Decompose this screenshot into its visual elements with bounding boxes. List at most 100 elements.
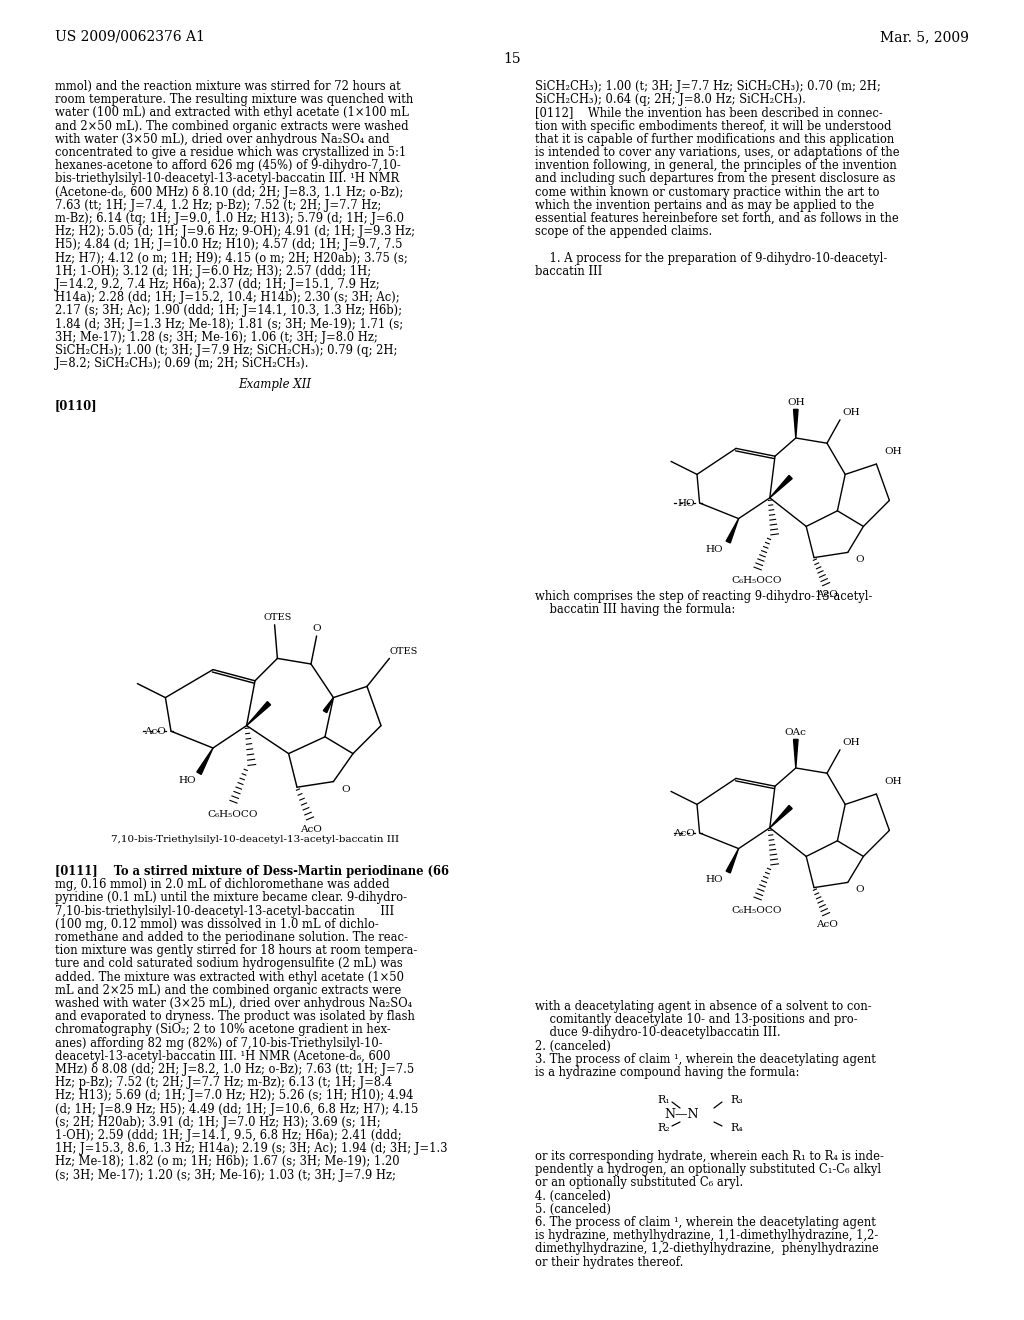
Text: HO: HO (705, 545, 723, 554)
Text: N—N: N—N (665, 1107, 699, 1121)
Text: (s; 3H; Me-17); 1.20 (s; 3H; Me-16); 1.03 (t; 3H; J=7.9 Hz;: (s; 3H; Me-17); 1.20 (s; 3H; Me-16); 1.0… (55, 1168, 396, 1181)
Text: 4. (canceled): 4. (canceled) (535, 1189, 611, 1203)
Text: baccatin III having the formula:: baccatin III having the formula: (535, 603, 735, 616)
Text: chromatography (SiO₂; 2 to 10% acetone gradient in hex-: chromatography (SiO₂; 2 to 10% acetone g… (55, 1023, 391, 1036)
Text: or an optionally substituted C₆ aryl.: or an optionally substituted C₆ aryl. (535, 1176, 743, 1189)
Text: 15: 15 (503, 51, 521, 66)
Text: washed with water (3×25 mL), dried over anhydrous Na₂SO₄: washed with water (3×25 mL), dried over … (55, 997, 412, 1010)
Text: O: O (856, 556, 864, 565)
Text: Hz; H2); 5.05 (d; 1H; J=9.6 Hz; 9-OH); 4.91 (d; 1H; J=9.3 Hz;: Hz; H2); 5.05 (d; 1H; J=9.6 Hz; 9-OH); 4… (55, 226, 415, 238)
Text: C₆H₅OCO: C₆H₅OCO (731, 576, 782, 585)
Text: MHz) δ 8.08 (dd; 2H; J=8.2, 1.0 Hz; o-Bz); 7.63 (tt; 1H; J=7.5: MHz) δ 8.08 (dd; 2H; J=8.2, 1.0 Hz; o-Bz… (55, 1063, 415, 1076)
Polygon shape (794, 409, 798, 438)
Polygon shape (726, 849, 738, 873)
Text: Hz; p-Bz); 7.52 (t; 2H; J=7.7 Hz; m-Bz); 6.13 (t; 1H; J=8.4: Hz; p-Bz); 7.52 (t; 2H; J=7.7 Hz; m-Bz);… (55, 1076, 392, 1089)
Text: pyridine (0.1 mL) until the mixture became clear. 9-dihydro-: pyridine (0.1 mL) until the mixture beca… (55, 891, 407, 904)
Text: 3H; Me-17); 1.28 (s; 3H; Me-16); 1.06 (t; 3H; J=8.0 Hz;: 3H; Me-17); 1.28 (s; 3H; Me-16); 1.06 (t… (55, 331, 378, 343)
Text: AcO: AcO (816, 920, 838, 929)
Text: (100 mg, 0.12 mmol) was dissolved in 1.0 mL of dichlo-: (100 mg, 0.12 mmol) was dissolved in 1.0… (55, 917, 379, 931)
Text: J=8.2; SiCH₂CH₃); 0.69 (m; 2H; SiCH₂CH₃).: J=8.2; SiCH₂CH₃); 0.69 (m; 2H; SiCH₂CH₃)… (55, 358, 309, 370)
Text: OH: OH (885, 447, 902, 455)
Text: is hydrazine, methylhydrazine, 1,1-dimethylhydrazine, 1,2-: is hydrazine, methylhydrazine, 1,1-dimet… (535, 1229, 879, 1242)
Text: J=14.2, 9.2, 7.4 Hz; H6a); 2.37 (dd; 1H; J=15.1, 7.9 Hz;: J=14.2, 9.2, 7.4 Hz; H6a); 2.37 (dd; 1H;… (55, 279, 381, 290)
Text: SiCH₂CH₃); 1.00 (t; 3H; J=7.7 Hz; SiCH₂CH₃); 0.70 (m; 2H;: SiCH₂CH₃); 1.00 (t; 3H; J=7.7 Hz; SiCH₂C… (535, 81, 881, 92)
Text: which the invention pertains and as may be applied to the: which the invention pertains and as may … (535, 199, 874, 211)
Text: ture and cold saturated sodium hydrogensulfite (2 mL) was: ture and cold saturated sodium hydrogens… (55, 957, 402, 970)
Text: R₃: R₃ (730, 1096, 742, 1105)
Polygon shape (324, 697, 334, 713)
Text: and 2×50 mL). The combined organic extracts were washed: and 2×50 mL). The combined organic extra… (55, 120, 409, 132)
Text: HO: HO (705, 875, 723, 884)
Text: OH: OH (787, 397, 805, 407)
Text: bis-triethylsilyl-10-deacetyl-13-acetyl-baccatin III. ¹H NMR: bis-triethylsilyl-10-deacetyl-13-acetyl-… (55, 173, 399, 185)
Text: comitantly deacetylate 10- and 13-positions and pro-: comitantly deacetylate 10- and 13-positi… (535, 1014, 858, 1026)
Text: OH: OH (843, 408, 860, 417)
Text: 1.84 (d; 3H; J=1.3 Hz; Me-18); 1.81 (s; 3H; Me-19); 1.71 (s;: 1.84 (d; 3H; J=1.3 Hz; Me-18); 1.81 (s; … (55, 318, 403, 330)
Text: essential features hereinbefore set forth, and as follows in the: essential features hereinbefore set fort… (535, 213, 899, 224)
Text: tion with specific embodiments thereof, it will be understood: tion with specific embodiments thereof, … (535, 120, 892, 132)
Text: Mar. 5, 2009: Mar. 5, 2009 (880, 30, 969, 44)
Text: OTES: OTES (389, 647, 418, 656)
Text: H14a); 2.28 (dd; 1H; J=15.2, 10.4; H14b); 2.30 (s; 3H; Ac);: H14a); 2.28 (dd; 1H; J=15.2, 10.4; H14b)… (55, 292, 399, 304)
Text: Example XII: Example XII (239, 379, 311, 392)
Text: AcO: AcO (673, 829, 694, 837)
Text: concentrated to give a residue which was crystallized in 5:1: concentrated to give a residue which was… (55, 147, 407, 158)
Text: O: O (312, 624, 321, 634)
Text: or its corresponding hydrate, wherein each R₁ to R₄ is inde-: or its corresponding hydrate, wherein ea… (535, 1150, 884, 1163)
Text: HO: HO (677, 499, 694, 507)
Text: [0110]: [0110] (55, 400, 97, 413)
Text: added. The mixture was extracted with ethyl acetate (1×50: added. The mixture was extracted with et… (55, 970, 404, 983)
Text: mL and 2×25 mL) and the combined organic extracts were: mL and 2×25 mL) and the combined organic… (55, 983, 401, 997)
Text: or their hydrates thereof.: or their hydrates thereof. (535, 1255, 683, 1269)
Text: baccatin III: baccatin III (535, 265, 602, 277)
Text: 7,10-bis-triethylsilyl-10-deacetyl-13-acetyl-baccatin       III: 7,10-bis-triethylsilyl-10-deacetyl-13-ac… (55, 904, 394, 917)
Text: C₆H₅OCO: C₆H₅OCO (731, 906, 782, 915)
Text: with a deacetylating agent in absence of a solvent to con-: with a deacetylating agent in absence of… (535, 1001, 871, 1012)
Text: is intended to cover any variations, uses, or adaptations of the: is intended to cover any variations, use… (535, 147, 900, 158)
Text: AcO: AcO (816, 590, 838, 599)
Text: US 2009/0062376 A1: US 2009/0062376 A1 (55, 30, 205, 44)
Text: and evaporated to dryness. The product was isolated by flash: and evaporated to dryness. The product w… (55, 1010, 415, 1023)
Text: 7,10-bis-Triethylsilyl-10-deacetyl-13-acetyl-baccatin III: 7,10-bis-Triethylsilyl-10-deacetyl-13-ac… (111, 836, 399, 843)
Polygon shape (770, 805, 793, 828)
Text: and including such departures from the present disclosure as: and including such departures from the p… (535, 173, 896, 185)
Text: HO: HO (178, 776, 196, 785)
Text: 1H; J=15.3, 8.6, 1.3 Hz; H14a); 2.19 (s; 3H; Ac); 1.94 (d; 3H; J=1.3: 1H; J=15.3, 8.6, 1.3 Hz; H14a); 2.19 (s;… (55, 1142, 447, 1155)
Text: is a hydrazine compound having the formula:: is a hydrazine compound having the formu… (535, 1067, 800, 1078)
Text: SiCH₂CH₃); 1.00 (t; 3H; J=7.9 Hz; SiCH₂CH₃); 0.79 (q; 2H;: SiCH₂CH₃); 1.00 (t; 3H; J=7.9 Hz; SiCH₂C… (55, 345, 397, 356)
Text: OH: OH (843, 738, 860, 747)
Polygon shape (197, 748, 213, 775)
Text: room temperature. The resulting mixture was quenched with: room temperature. The resulting mixture … (55, 94, 414, 106)
Text: anes) affording 82 mg (82%) of 7,10-bis-Triethylsilyl-10-: anes) affording 82 mg (82%) of 7,10-bis-… (55, 1036, 383, 1049)
Text: (Acetone-d₆, 600 MHz) δ 8.10 (dd; 2H; J=8.3, 1.1 Hz; o-Bz);: (Acetone-d₆, 600 MHz) δ 8.10 (dd; 2H; J=… (55, 186, 403, 198)
Text: 2. (canceled): 2. (canceled) (535, 1040, 611, 1052)
Text: OTES: OTES (263, 612, 292, 622)
Text: 3. The process of claim ¹, wherein the deacetylating agent: 3. The process of claim ¹, wherein the d… (535, 1053, 876, 1065)
Text: (s; 2H; H20ab); 3.91 (d; 1H; J=7.0 Hz; H3); 3.69 (s; 1H;: (s; 2H; H20ab); 3.91 (d; 1H; J=7.0 Hz; H… (55, 1115, 381, 1129)
Text: 1H; 1-OH); 3.12 (d; 1H; J=6.0 Hz; H3); 2.57 (ddd; 1H;: 1H; 1-OH); 3.12 (d; 1H; J=6.0 Hz; H3); 2… (55, 265, 371, 277)
Text: H5); 4.84 (d; 1H; J=10.0 Hz; H10); 4.57 (dd; 1H; J=9.7, 7.5: H5); 4.84 (d; 1H; J=10.0 Hz; H10); 4.57 … (55, 239, 402, 251)
Text: C₆H₅OCO: C₆H₅OCO (207, 809, 258, 818)
Text: scope of the appended claims.: scope of the appended claims. (535, 226, 713, 238)
Text: [0111]    To a stirred mixture of Dess-Martin periodinane (66: [0111] To a stirred mixture of Dess-Mart… (55, 865, 449, 878)
Text: invention following, in general, the principles of the invention: invention following, in general, the pri… (535, 160, 897, 172)
Text: that it is capable of further modifications and this application: that it is capable of further modificati… (535, 133, 894, 145)
Polygon shape (726, 519, 738, 543)
Text: OAc: OAc (784, 727, 807, 737)
Text: O: O (856, 886, 864, 895)
Text: hexanes-acetone to afford 626 mg (45%) of 9-dihydro-7,10-: hexanes-acetone to afford 626 mg (45%) o… (55, 160, 400, 172)
Polygon shape (770, 475, 793, 498)
Text: pendently a hydrogen, an optionally substituted C₁-C₆ alkyl: pendently a hydrogen, an optionally subs… (535, 1163, 881, 1176)
Text: come within known or customary practice within the art to: come within known or customary practice … (535, 186, 880, 198)
Text: 5. (canceled): 5. (canceled) (535, 1203, 611, 1216)
Text: dimethylhydrazine, 1,2-diethylhydrazine,  phenylhydrazine: dimethylhydrazine, 1,2-diethylhydrazine,… (535, 1242, 879, 1255)
Text: (d; 1H; J=8.9 Hz; H5); 4.49 (dd; 1H; J=10.6, 6.8 Hz; H7); 4.15: (d; 1H; J=8.9 Hz; H5); 4.49 (dd; 1H; J=1… (55, 1102, 419, 1115)
Text: 2.17 (s; 3H; Ac); 1.90 (ddd; 1H; J=14.1, 10.3, 1.3 Hz; H6b);: 2.17 (s; 3H; Ac); 1.90 (ddd; 1H; J=14.1,… (55, 305, 402, 317)
Text: mmol) and the reaction mixture was stirred for 72 hours at: mmol) and the reaction mixture was stirr… (55, 81, 400, 92)
Text: tion mixture was gently stirred for 18 hours at room tempera-: tion mixture was gently stirred for 18 h… (55, 944, 417, 957)
Text: Hz; Me-18); 1.82 (o m; 1H; H6b); 1.67 (s; 3H; Me-19); 1.20: Hz; Me-18); 1.82 (o m; 1H; H6b); 1.67 (s… (55, 1155, 399, 1168)
Text: R₂: R₂ (657, 1123, 670, 1133)
Text: 1. A process for the preparation of 9-dihydro-10-deacetyl-: 1. A process for the preparation of 9-di… (535, 252, 887, 264)
Text: R₄: R₄ (730, 1123, 742, 1133)
Text: 7.63 (tt; 1H; J=7.4, 1.2 Hz; p-Bz); 7.52 (t; 2H; J=7.7 Hz;: 7.63 (tt; 1H; J=7.4, 1.2 Hz; p-Bz); 7.52… (55, 199, 381, 211)
